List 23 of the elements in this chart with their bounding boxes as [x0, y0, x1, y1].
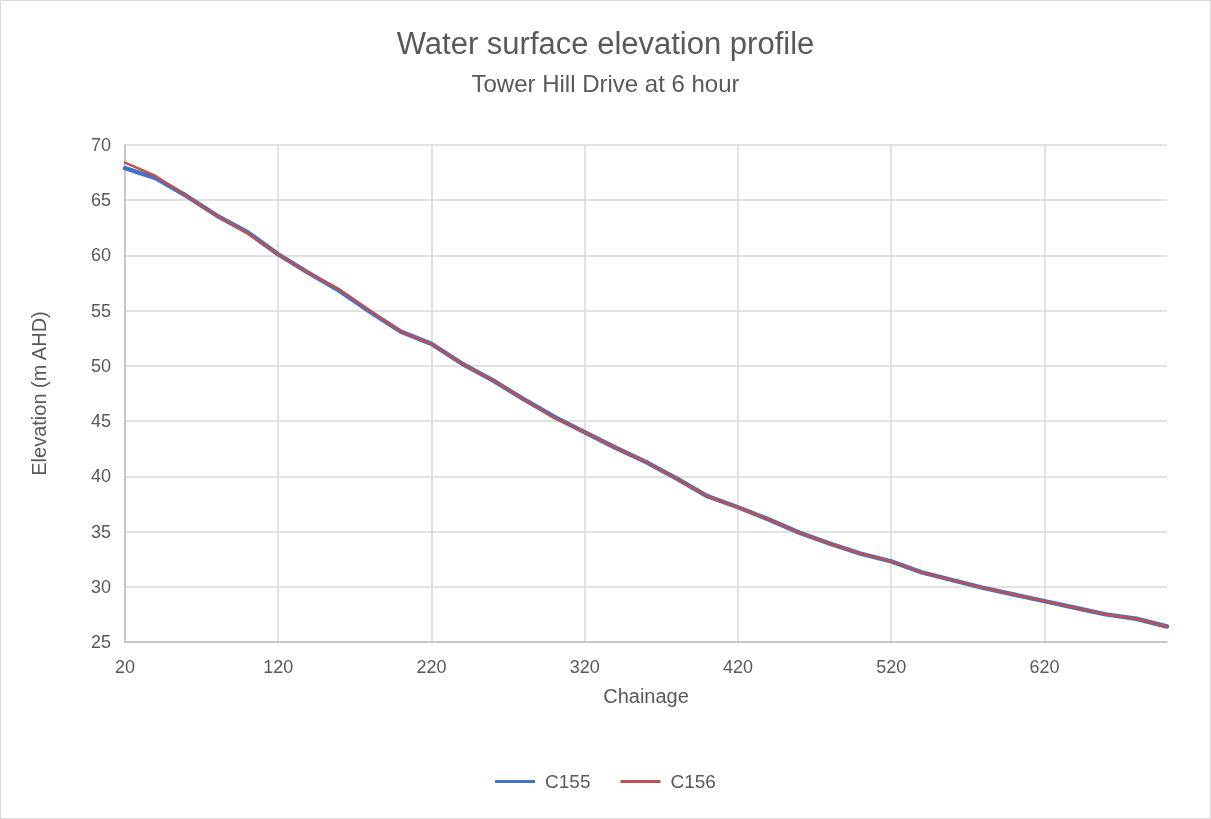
- x-tick-label: 620: [1029, 657, 1060, 677]
- x-tick-label: 20: [114, 657, 136, 677]
- y-tick-label: 50: [90, 355, 111, 376]
- y-axis-title: Elevation (m AHD): [28, 311, 50, 476]
- y-tick-label: 70: [90, 135, 111, 155]
- x-tick-label: 520: [876, 657, 907, 677]
- y-tick-label: 25: [90, 632, 111, 652]
- x-axis-title: Chainage: [603, 685, 689, 707]
- y-tick-label: 45: [90, 411, 111, 432]
- legend-label: C155: [545, 771, 591, 792]
- y-tick-label: 55: [90, 300, 111, 321]
- x-tick-label: 320: [569, 657, 600, 677]
- y-tick-label: 60: [90, 245, 111, 266]
- chart-title: Water surface elevation profile: [396, 26, 815, 61]
- y-tick-label: 40: [90, 466, 111, 487]
- y-tick-label: 35: [90, 521, 111, 542]
- y-tick-label: 65: [90, 190, 111, 211]
- y-tick-label: 30: [90, 576, 111, 597]
- legend-label: C156: [670, 771, 716, 792]
- x-tick-label: 220: [416, 657, 447, 677]
- x-tick-label: 120: [263, 657, 294, 677]
- x-tick-label: 420: [722, 657, 753, 677]
- chart-subtitle: Tower Hill Drive at 6 hour: [471, 69, 740, 97]
